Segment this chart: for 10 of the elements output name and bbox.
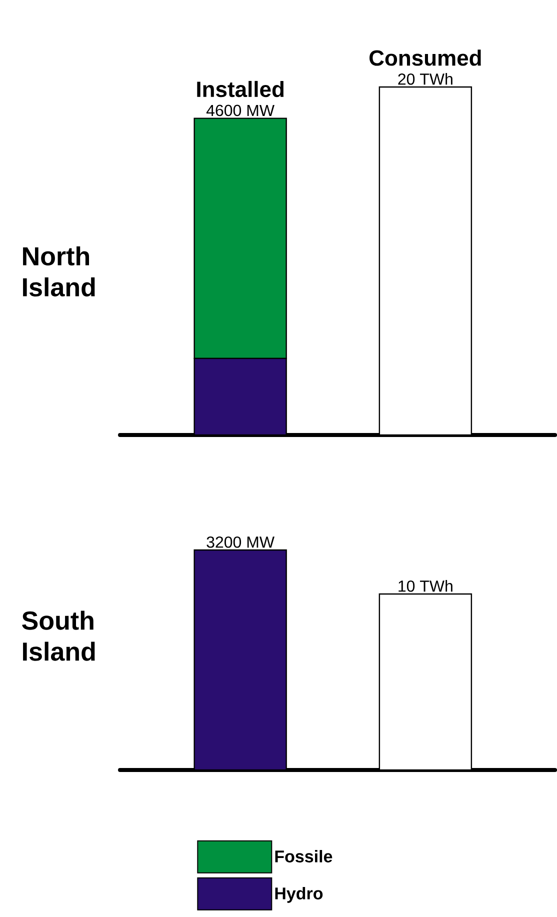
y-axis-title: North Island (23, 246, 95, 296)
annotation: 20 TWh (398, 73, 452, 85)
y-axis-title: South Island (22, 610, 95, 661)
x-tick-label: Installed (197, 80, 284, 98)
annotation: 4600 MW (206, 104, 274, 116)
x-tick-label: Consumed (370, 50, 481, 66)
legend-label: Fossile (275, 850, 332, 862)
legend-label: Hydro (275, 886, 323, 903)
annotation: 10 TWh (398, 580, 452, 592)
annotation: 3200 MW (206, 536, 274, 548)
